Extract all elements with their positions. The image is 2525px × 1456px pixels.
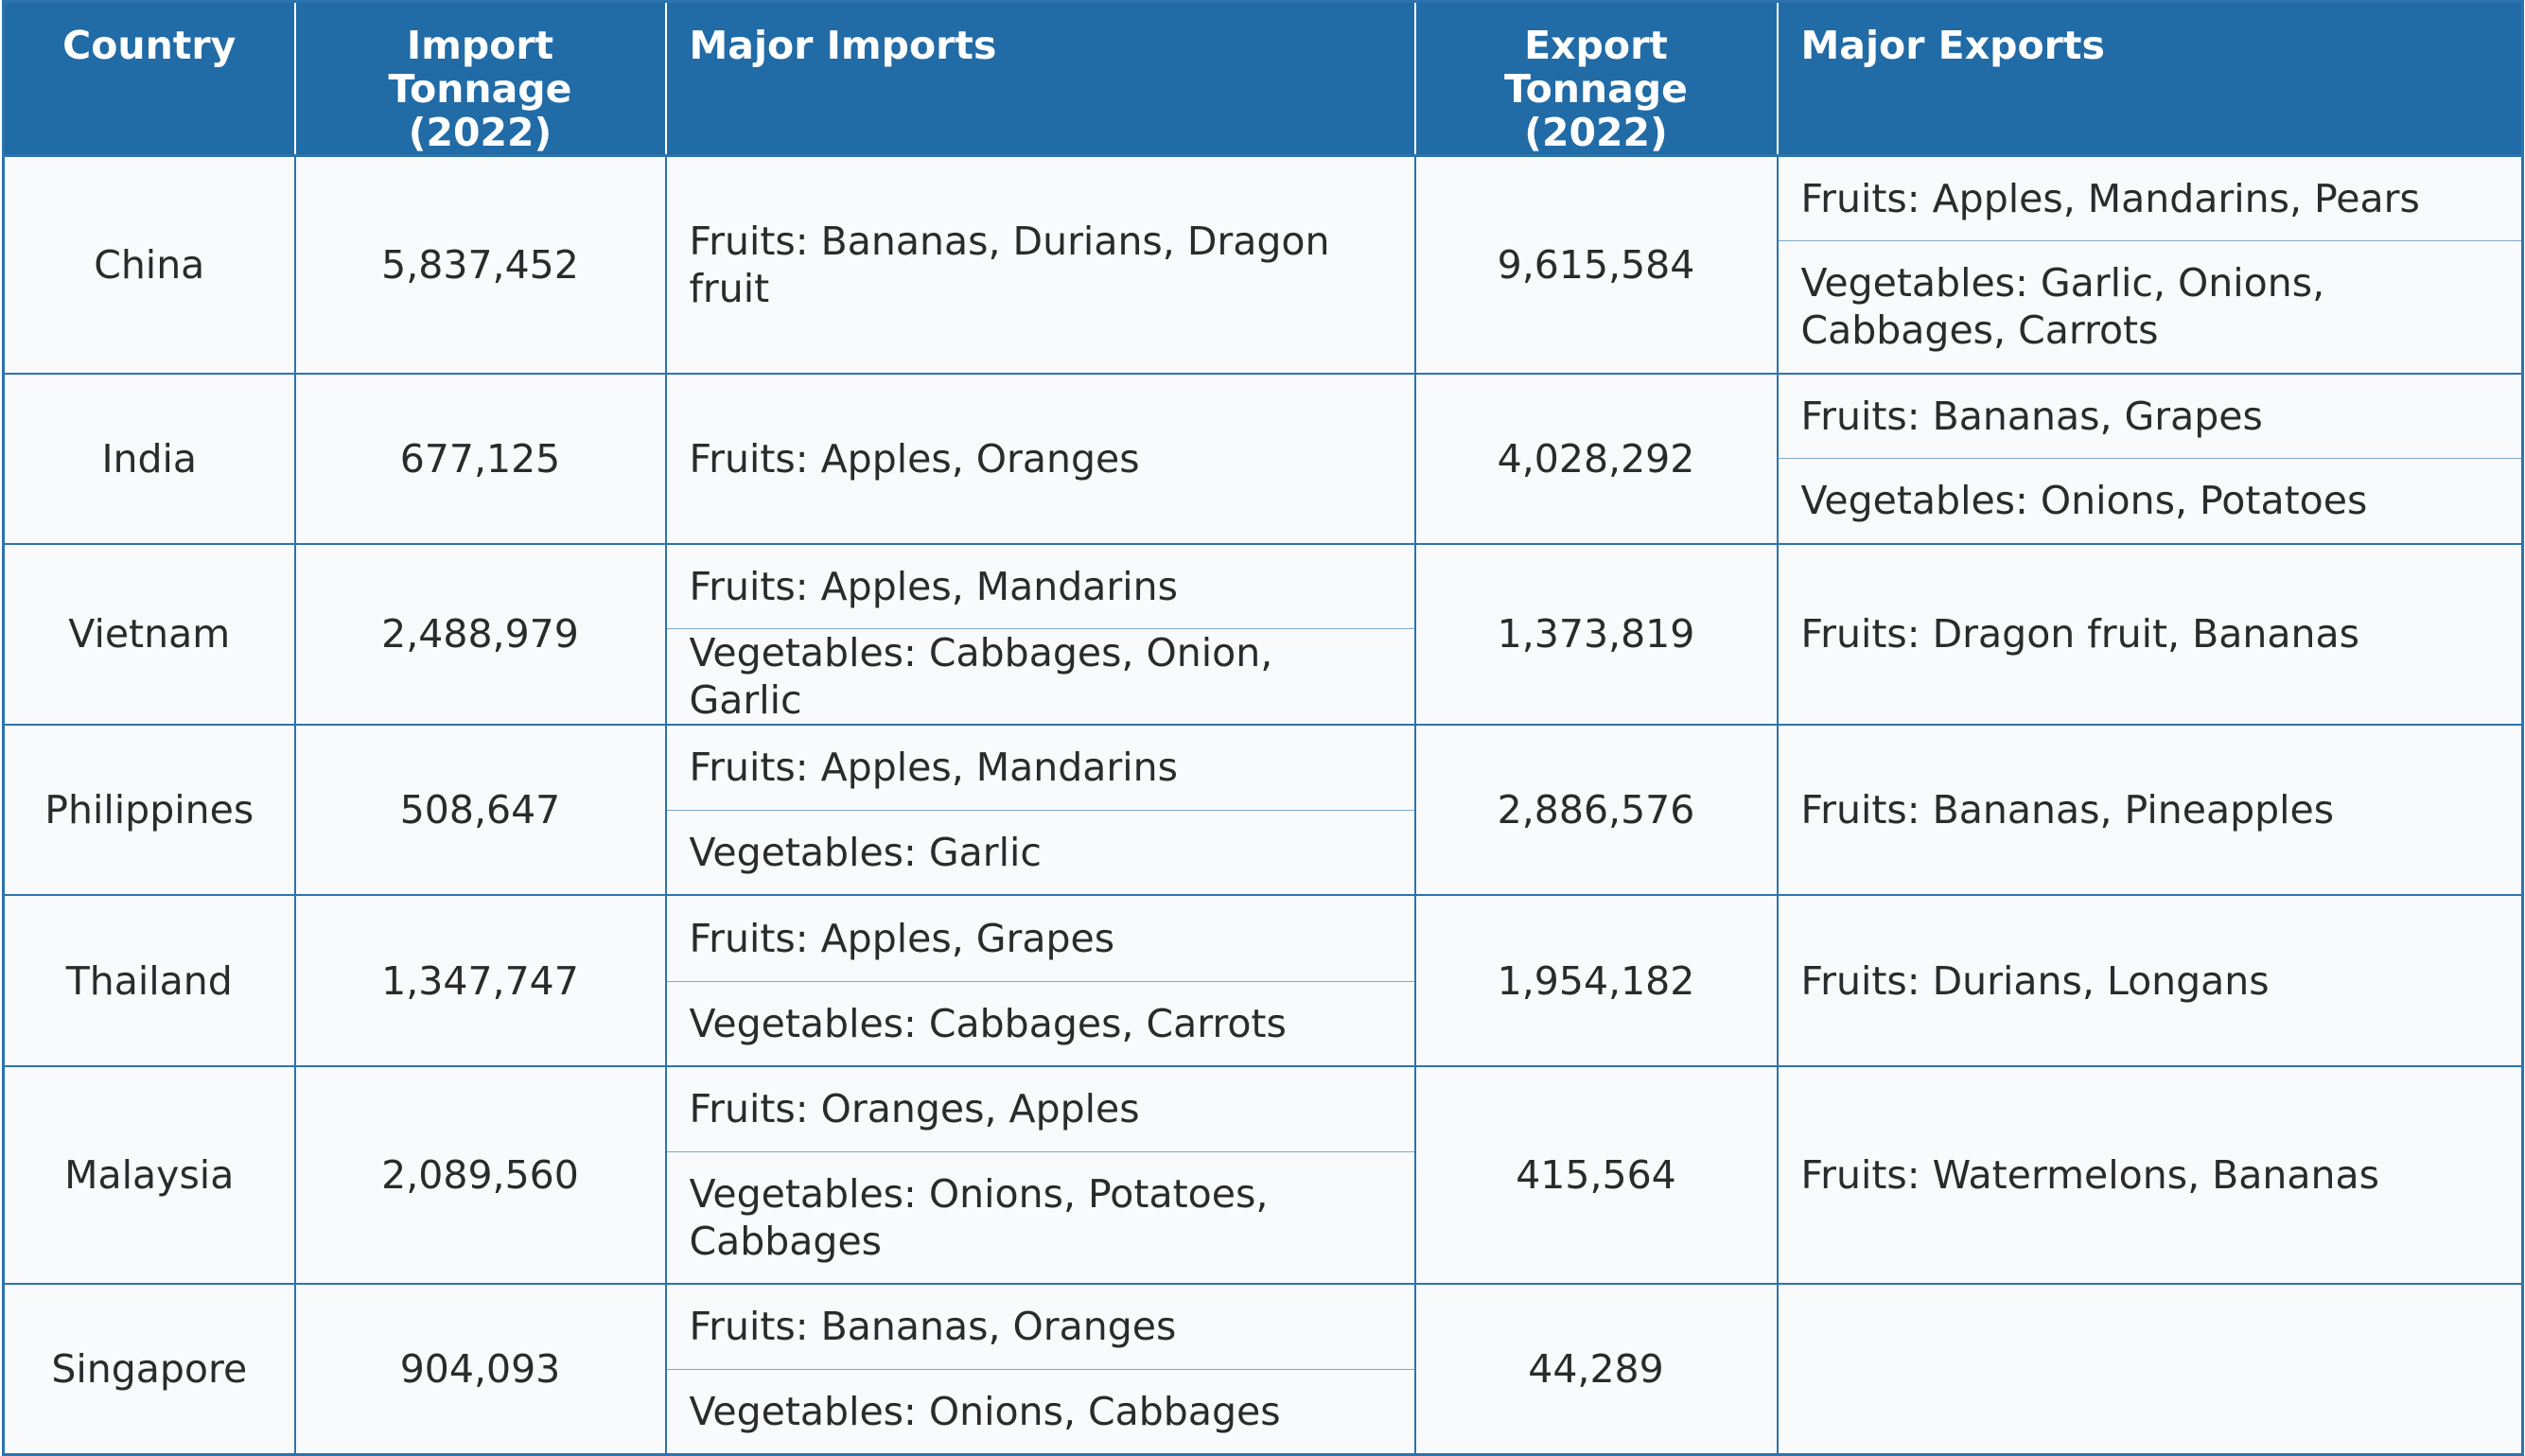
header-import-tonnage: Import Tonnage (2022) [293, 1, 667, 157]
table-subrow: Vegetables: Garlic [4, 809, 2523, 896]
import-tonnage-cell: 508,647 [293, 724, 667, 896]
export-item-cell: Fruits: Watermelons, Bananas [1776, 1065, 2524, 1285]
table-subrow: Vegetables: Cabbages, Onion, Garlic [4, 628, 2523, 726]
table-row: India 677,125 Fruits: Apples, Oranges 4,… [2, 372, 2524, 545]
table-subrow: Vegetables: Onions, Potatoes [4, 458, 2524, 545]
header-major-exports: Major Exports [1776, 1, 2523, 157]
import-tonnage-cell: 2,089,560 [293, 1065, 667, 1285]
table-subrow: Vegetables: Garlic, Onions, Cabbages, Ca… [4, 240, 2524, 375]
export-item-cell: Vegetables: Onions, Potatoes [1776, 458, 2524, 545]
header-export-tonnage: Export Tonnage (2022) [1413, 1, 1779, 157]
export-tonnage-cell: 44,289 [1413, 1283, 1779, 1455]
import-item-cell: Fruits: Bananas, Durians, Dragon fruit [664, 154, 1416, 375]
import-item-cell: Vegetables: Onions, Potatoes, Cabbages [664, 1150, 1416, 1285]
import-item-cell: Fruits: Apples, Grapes [664, 894, 1416, 982]
header-row: Country Import Tonnage (2022) Major Impo… [3, 1, 2523, 157]
export-tonnage-cell: 9,615,584 [1413, 154, 1779, 375]
table-row: Vietnam 2,488,979 Fruits: Apples, Mandar… [2, 542, 2524, 726]
table-body: China 5,837,452 Fruits: Bananas, Durians… [2, 154, 2524, 1455]
country-cell: Singapore [2, 1283, 296, 1455]
export-item-cell: Fruits: Bananas, Pineapples [1776, 724, 2524, 896]
table-subrow: Vegetables: Cabbages, Carrots [4, 980, 2523, 1067]
import-tonnage-cell: 1,347,747 [293, 894, 667, 1067]
export-item-cell [1776, 1283, 2524, 1455]
import-item-cell: Vegetables: Garlic [664, 809, 1416, 896]
export-item-cell: Vegetables: Garlic, Onions, Cabbages, Ca… [1776, 240, 2524, 375]
country-cell: India [2, 372, 296, 545]
import-item-cell: Fruits: Apples, Mandarins [664, 542, 1416, 629]
import-tonnage-cell: 2,488,979 [293, 542, 667, 726]
import-item-cell: Vegetables: Cabbages, Onion, Garlic [664, 628, 1416, 726]
table-row: Singapore 904,093 Fruits: Bananas, Orang… [2, 1283, 2524, 1455]
country-cell: Malaysia [2, 1065, 296, 1285]
table-subrow: Vegetables: Onions, Potatoes, Cabbages [4, 1150, 2523, 1285]
export-item-cell: Fruits: Durians, Longans [1776, 894, 2524, 1067]
import-tonnage-cell: 5,837,452 [293, 154, 667, 375]
export-tonnage-cell: 415,564 [1413, 1065, 1779, 1285]
table-header: Country Import Tonnage (2022) Major Impo… [3, 1, 2523, 157]
import-item-cell: Fruits: Oranges, Apples [664, 1065, 1416, 1152]
table-row: Philippines 508,647 Fruits: Apples, Mand… [2, 724, 2524, 896]
export-item-cell: Fruits: Bananas, Grapes [1776, 372, 2524, 459]
export-tonnage-cell: 1,954,182 [1413, 894, 1779, 1067]
table-row: Malaysia 2,089,560 Fruits: Oranges, Appl… [2, 1065, 2524, 1285]
table-row: China 5,837,452 Fruits: Bananas, Durians… [2, 154, 2524, 375]
country-cell: Philippines [2, 724, 296, 896]
export-tonnage-cell: 2,886,576 [1413, 724, 1779, 896]
export-item-cell: Fruits: Apples, Mandarins, Pears [1776, 154, 2524, 241]
import-item-cell: Vegetables: Cabbages, Carrots [664, 980, 1416, 1067]
import-tonnage-cell: 904,093 [293, 1283, 667, 1455]
import-item-cell: Fruits: Apples, Oranges [664, 372, 1416, 545]
country-cell: Thailand [2, 894, 296, 1067]
country-cell: Vietnam [2, 542, 296, 726]
country-cell: China [2, 154, 296, 375]
table-row: Thailand 1,347,747 Fruits: Apples, Grape… [2, 894, 2524, 1067]
export-tonnage-cell: 4,028,292 [1413, 372, 1779, 545]
export-item-cell: Fruits: Dragon fruit, Bananas [1776, 542, 2524, 726]
header-major-imports: Major Imports [664, 1, 1416, 157]
export-tonnage-cell: 1,373,819 [1413, 542, 1779, 726]
import-item-cell: Fruits: Bananas, Oranges [664, 1283, 1416, 1370]
header-country: Country [3, 1, 296, 157]
import-tonnage-cell: 677,125 [293, 372, 667, 545]
import-item-cell: Vegetables: Onions, Cabbages [664, 1368, 1416, 1455]
import-item-cell: Fruits: Apples, Mandarins [664, 724, 1416, 811]
